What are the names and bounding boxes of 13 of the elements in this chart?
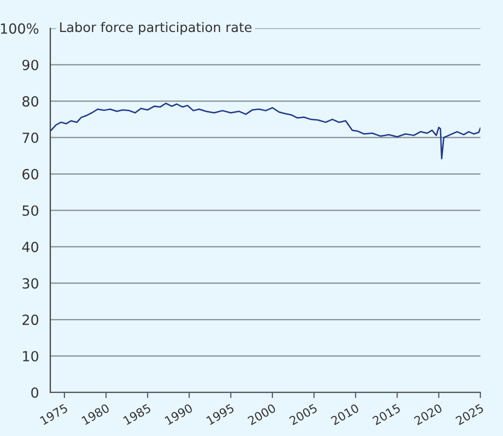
y-tick-label: 30 — [22, 278, 38, 289]
y-tick-label: 50 — [22, 205, 38, 216]
y-tick-label: 70 — [22, 132, 38, 144]
y-tick-label: 100% — [1, 23, 38, 34]
y-tick-label: 40 — [22, 242, 38, 252]
line-series — [50, 102, 480, 160]
y-tick-label: 80 — [22, 96, 38, 107]
y-tick-label: 90 — [22, 60, 38, 70]
chart-title: Labor force participation rate — [60, 22, 252, 35]
y-tick-label: 20 — [22, 314, 38, 326]
y-tick-label: 60 — [22, 168, 38, 180]
y-tick-label: 10 — [23, 350, 38, 362]
y-tick-label: 0 — [31, 387, 38, 398]
